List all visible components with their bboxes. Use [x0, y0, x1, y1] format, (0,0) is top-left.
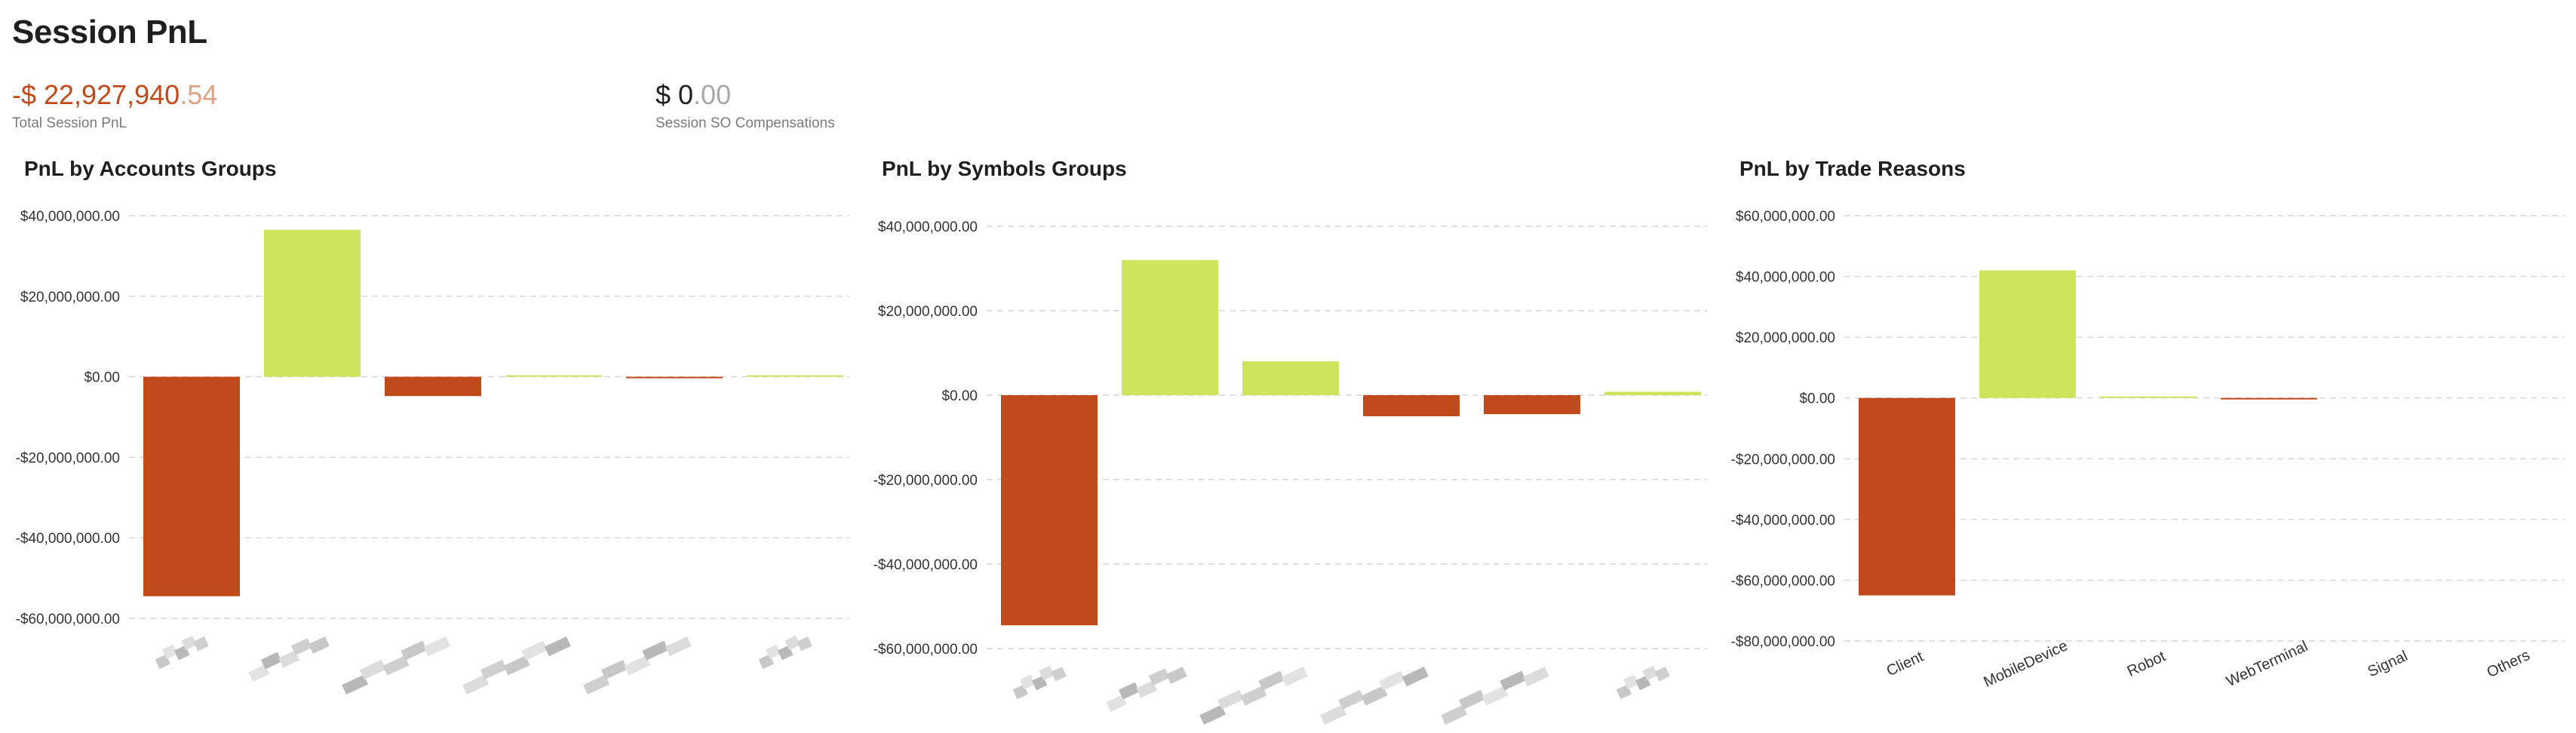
bar-webterminal[interactable] — [2221, 397, 2317, 400]
bar-item-4[interactable] — [505, 375, 602, 377]
bar-item-3[interactable] — [1242, 361, 1339, 395]
session-so-compensations-decimals: .00 — [693, 79, 732, 110]
session-so-compensations-label: Session SO Compensations — [656, 115, 835, 131]
bar-client[interactable] — [1859, 397, 1955, 596]
chart-title: PnL by Accounts Groups — [24, 157, 277, 180]
bar-mobiledevice[interactable] — [1979, 270, 2076, 398]
bar-item-5[interactable] — [626, 376, 723, 379]
bar-item-2[interactable] — [264, 229, 361, 377]
total-session-pnl-label: Total Session PnL — [12, 115, 127, 131]
pnl-by-trade-reasons-panel: PnL by Trade Reasons $60,000,000.00 $40,0… — [1727, 151, 2565, 733]
y-tick-label: $20,000,000.00 — [878, 304, 978, 320]
y-tick-label: $20,000,000.00 — [20, 290, 120, 305]
bar-item-2[interactable] — [1122, 259, 1218, 395]
bar-item-5[interactable] — [1484, 395, 1580, 415]
x-tick-label: WebTerminal — [2224, 638, 2310, 690]
bar-item-1[interactable] — [1001, 395, 1098, 626]
x-tick-label: Signal — [2366, 648, 2411, 680]
y-tick-label: $60,000,000.00 — [1736, 209, 1835, 225]
pnl-by-symbols-groups-chart: $40,000,000.00 $20,000,000.00 $0.00 -$20,00… — [874, 219, 1707, 725]
y-tick-label: -$80,000,000.00 — [1731, 634, 1835, 650]
x-tick-label-obscured — [462, 636, 571, 695]
x-tick-label-obscured — [1616, 665, 1670, 700]
y-tick-label: -$40,000,000.00 — [874, 557, 978, 573]
x-tick-label-obscured — [758, 635, 812, 670]
x-tick-label-obscured — [1106, 667, 1187, 713]
y-tick-label: -$20,000,000.00 — [16, 450, 120, 466]
x-tick-label-obscured — [248, 636, 330, 682]
chart-title: PnL by Trade Reasons — [1739, 157, 1966, 180]
bar-robot[interactable] — [2100, 396, 2197, 398]
x-tick-label: Client — [1884, 649, 1927, 680]
bar-item-1[interactable] — [143, 376, 240, 597]
y-tick-label: $40,000,000.00 — [1736, 270, 1835, 286]
bar-item-6[interactable] — [747, 375, 843, 377]
session-so-compensations-kpi: $ 0.00 Session SO Compensations — [656, 75, 835, 132]
y-tick-label: -$40,000,000.00 — [16, 531, 120, 547]
x-tick-label: Robot — [2125, 648, 2169, 680]
x-tick-label-obscured — [342, 636, 450, 695]
y-tick-label: -$20,000,000.00 — [874, 473, 978, 489]
x-tick-label-obscured — [1012, 665, 1067, 700]
pnl-by-accounts-groups-panel: PnL by Accounts Groups $40,000,000.00 $20… — [12, 151, 849, 733]
total-session-pnl-decimals: .54 — [180, 79, 218, 110]
x-tick-label-obscured — [1441, 667, 1549, 725]
y-tick-label: -$60,000,000.00 — [1731, 573, 1835, 589]
x-tick-label-obscured — [1320, 667, 1429, 725]
y-tick-label: -$60,000,000.00 — [16, 612, 120, 627]
pnl-by-trade-reasons-chart: $60,000,000.00 $40,000,000.00 $20,000,000.… — [1731, 209, 2565, 691]
x-tick-label: MobileDevice — [1981, 637, 2070, 691]
x-tick-label: Others — [2485, 647, 2533, 681]
y-tick-label: -$40,000,000.00 — [1731, 513, 1835, 529]
total-session-pnl-integer: -$ 22,927,940 — [12, 79, 180, 110]
y-tick-label: $20,000,000.00 — [1736, 330, 1835, 346]
x-tick-label-obscured — [155, 635, 209, 670]
y-tick-label: $0.00 — [84, 370, 120, 386]
bar-item-4[interactable] — [1363, 395, 1460, 416]
chart-title: PnL by Symbols Groups — [882, 157, 1127, 180]
session-so-compensations-value: $ 0.00 — [656, 75, 835, 115]
total-session-pnl-kpi: -$ 22,927,940.54 Total Session PnL — [12, 75, 217, 132]
y-tick-label: $0.00 — [941, 388, 978, 404]
pnl-by-accounts-groups-chart: $40,000,000.00 $20,000,000.00 $0.00 -$20,00… — [16, 209, 849, 695]
session-so-compensations-integer: $ 0 — [656, 79, 694, 110]
total-session-pnl-value: -$ 22,927,940.54 — [12, 75, 217, 115]
bar-item-3[interactable] — [385, 376, 481, 397]
x-tick-label-obscured — [583, 636, 692, 695]
bar-item-6[interactable] — [1604, 391, 1701, 395]
y-tick-label: $40,000,000.00 — [878, 219, 978, 235]
y-tick-label: -$20,000,000.00 — [1731, 452, 1835, 468]
x-tick-label-obscured — [1199, 667, 1308, 725]
y-tick-label: $0.00 — [1799, 391, 1835, 407]
page-title: Session PnL — [12, 14, 207, 51]
y-tick-label: $40,000,000.00 — [20, 209, 120, 225]
y-tick-label: -$60,000,000.00 — [874, 642, 978, 658]
pnl-by-symbols-groups-panel: PnL by Symbols Groups $40,000,000.00 $20,… — [870, 151, 1707, 733]
